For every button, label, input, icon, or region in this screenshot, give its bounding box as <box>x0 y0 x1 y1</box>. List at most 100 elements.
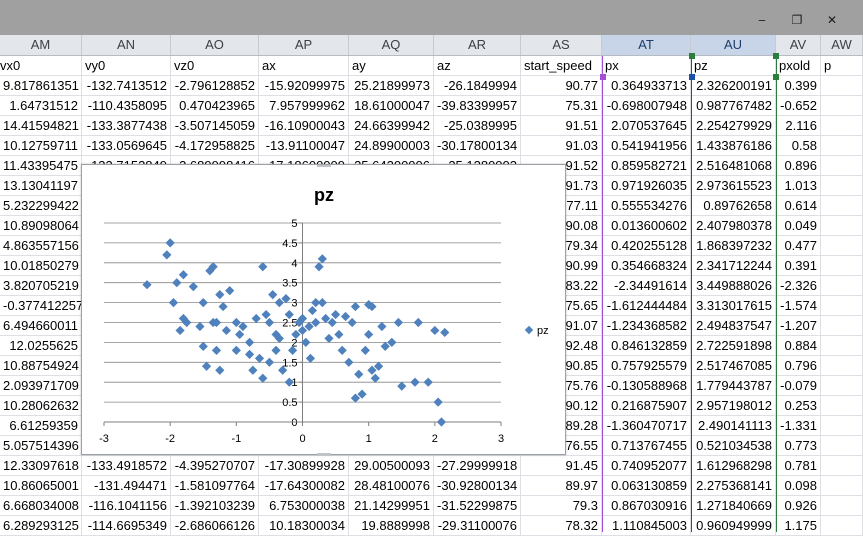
table-cell[interactable]: 75.76 <box>521 376 602 396</box>
table-cell[interactable]: 90.99 <box>521 256 602 276</box>
column-header-am[interactable]: AM <box>0 35 82 55</box>
table-cell[interactable]: 3.820705219 <box>0 276 82 296</box>
table-cell[interactable]: 0.781 <box>776 456 821 476</box>
table-cell[interactable]: 91.52 <box>521 156 602 176</box>
table-cell[interactable]: -0.698007948 <box>602 96 691 116</box>
table-cell[interactable] <box>821 116 863 136</box>
table-cell[interactable] <box>821 216 863 236</box>
table-cell[interactable]: 3.313017615 <box>691 296 776 316</box>
table-cell[interactable]: -1.360470717 <box>602 416 691 436</box>
column-header-ao[interactable]: AO <box>171 35 259 55</box>
table-cell[interactable]: -131.494471 <box>82 476 171 496</box>
field-name-cell[interactable]: vx0 <box>0 56 82 76</box>
table-cell[interactable]: 10.86065001 <box>0 476 82 496</box>
table-cell[interactable] <box>821 456 863 476</box>
table-cell[interactable]: 7.957999962 <box>259 96 349 116</box>
table-cell[interactable]: 0.987767482 <box>691 96 776 116</box>
table-cell[interactable]: -17.30899928 <box>259 456 349 476</box>
field-name-cell[interactable]: az <box>434 56 521 76</box>
table-cell[interactable]: -15.92099975 <box>259 76 349 96</box>
table-cell[interactable]: 0.391 <box>776 256 821 276</box>
table-cell[interactable]: 0.253 <box>776 396 821 416</box>
table-cell[interactable]: 79.3 <box>521 496 602 516</box>
table-cell[interactable] <box>821 136 863 156</box>
table-cell[interactable]: 75.31 <box>521 96 602 116</box>
table-cell[interactable]: 25.21899973 <box>349 76 434 96</box>
table-cell[interactable]: 2.490141113 <box>691 416 776 436</box>
field-name-cell[interactable]: vy0 <box>82 56 171 76</box>
table-cell[interactable]: 90.12 <box>521 396 602 416</box>
table-cell[interactable]: 0.796 <box>776 356 821 376</box>
close-icon[interactable]: ✕ <box>826 13 838 27</box>
table-cell[interactable]: 78.32 <box>521 516 602 536</box>
table-cell[interactable]: 19.8889998 <box>349 516 434 536</box>
table-cell[interactable]: -1.574 <box>776 296 821 316</box>
table-cell[interactable]: 92.48 <box>521 336 602 356</box>
table-cell[interactable]: 4.863557156 <box>0 236 82 256</box>
table-cell[interactable]: -2.326 <box>776 276 821 296</box>
table-cell[interactable]: 14.41594821 <box>0 116 82 136</box>
table-cell[interactable]: -0.377412257 <box>0 296 82 316</box>
table-cell[interactable]: 2.407980378 <box>691 216 776 236</box>
field-name-cell[interactable]: vz0 <box>171 56 259 76</box>
table-cell[interactable]: -16.10900043 <box>259 116 349 136</box>
table-cell[interactable]: 89.28 <box>521 416 602 436</box>
table-cell[interactable]: 2.517467085 <box>691 356 776 376</box>
column-header-an[interactable]: AN <box>82 35 171 55</box>
table-cell[interactable]: -0.130588968 <box>602 376 691 396</box>
table-cell[interactable]: 10.01850279 <box>0 256 82 276</box>
table-cell[interactable]: -0.079 <box>776 376 821 396</box>
table-cell[interactable] <box>821 416 863 436</box>
table-cell[interactable]: 1.779443787 <box>691 376 776 396</box>
table-cell[interactable]: 0.477 <box>776 236 821 256</box>
table-cell[interactable]: 0.89762658 <box>691 196 776 216</box>
table-cell[interactable]: 77.11 <box>521 196 602 216</box>
table-cell[interactable]: 0.399 <box>776 76 821 96</box>
column-header-ar[interactable]: AR <box>434 35 521 55</box>
table-cell[interactable]: 13.13041197 <box>0 176 82 196</box>
table-cell[interactable]: 91.03 <box>521 136 602 156</box>
table-cell[interactable]: 3.449888026 <box>691 276 776 296</box>
table-cell[interactable] <box>821 196 863 216</box>
table-cell[interactable]: 2.516481068 <box>691 156 776 176</box>
table-cell[interactable]: 1.868397232 <box>691 236 776 256</box>
table-cell[interactable]: -27.29999918 <box>434 456 521 476</box>
table-cell[interactable]: -133.0569645 <box>82 136 171 156</box>
field-name-cell[interactable]: ax <box>259 56 349 76</box>
table-cell[interactable]: 0.757925579 <box>602 356 691 376</box>
table-cell[interactable]: -110.4358095 <box>82 96 171 116</box>
table-cell[interactable]: 0.614 <box>776 196 821 216</box>
table-cell[interactable]: 28.48100076 <box>349 476 434 496</box>
field-name-cell[interactable]: p <box>821 56 863 76</box>
table-cell[interactable]: -25.0389995 <box>434 116 521 136</box>
table-cell[interactable]: 6.494660011 <box>0 316 82 336</box>
table-cell[interactable]: -13.91100047 <box>259 136 349 156</box>
table-cell[interactable]: -31.52299875 <box>434 496 521 516</box>
table-cell[interactable]: 2.957198012 <box>691 396 776 416</box>
table-cell[interactable]: -1.207 <box>776 316 821 336</box>
table-cell[interactable]: -29.31100076 <box>434 516 521 536</box>
table-cell[interactable] <box>821 176 863 196</box>
table-cell[interactable]: 1.612968298 <box>691 456 776 476</box>
table-cell[interactable]: -30.92800134 <box>434 476 521 496</box>
table-cell[interactable]: 6.61259359 <box>0 416 82 436</box>
table-cell[interactable] <box>821 336 863 356</box>
table-cell[interactable]: -1.392103239 <box>171 496 259 516</box>
table-cell[interactable]: 0.541941956 <box>602 136 691 156</box>
table-cell[interactable]: 18.61000047 <box>349 96 434 116</box>
field-name-cell[interactable]: start_speed <box>521 56 602 76</box>
table-cell[interactable] <box>821 156 863 176</box>
table-cell[interactable] <box>821 436 863 456</box>
table-cell[interactable]: 0.867030916 <box>602 496 691 516</box>
column-header-ap[interactable]: AP <box>259 35 349 55</box>
table-cell[interactable]: -2.686066126 <box>171 516 259 536</box>
table-cell[interactable]: 0.521034538 <box>691 436 776 456</box>
field-name-cell[interactable]: pz <box>691 56 776 76</box>
table-cell[interactable]: 90.85 <box>521 356 602 376</box>
table-cell[interactable]: 2.973615523 <box>691 176 776 196</box>
table-cell[interactable]: 0.555534276 <box>602 196 691 216</box>
table-cell[interactable]: 2.494837547 <box>691 316 776 336</box>
table-cell[interactable]: 10.18300034 <box>259 516 349 536</box>
table-cell[interactable]: -4.172958825 <box>171 136 259 156</box>
table-cell[interactable]: 2.116 <box>776 116 821 136</box>
